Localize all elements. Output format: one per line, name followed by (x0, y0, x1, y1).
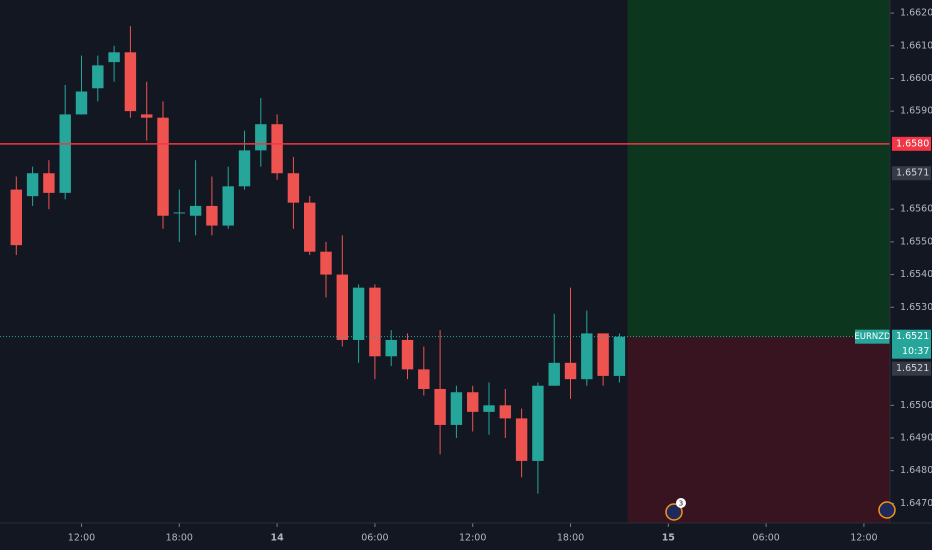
x-tick-label: 12:00 (68, 533, 95, 544)
x-tick-label: 06:00 (361, 533, 388, 544)
candle-body (581, 333, 593, 380)
x-tick-label: 12:00 (850, 533, 877, 544)
candle-body (26, 173, 39, 197)
candle-body (287, 173, 300, 203)
countdown-label: 10:37 (902, 346, 929, 357)
candle-body (434, 388, 446, 425)
candle-body (597, 333, 609, 376)
candle-body (418, 369, 430, 389)
candle-body (255, 124, 267, 151)
loss-zone (627, 336, 890, 523)
y-tick-label: 1.6540 (900, 269, 932, 280)
y-tick-label: 1.6620 (900, 8, 932, 19)
y-tick-label: 1.6550 (900, 236, 932, 247)
event-icon[interactable]: 3 (665, 498, 686, 521)
last-price-box (892, 329, 931, 359)
y-tick-label: 1.6490 (900, 433, 932, 444)
candle-body (157, 117, 169, 216)
candle-body (222, 186, 234, 226)
x-tick-label: 18:00 (166, 533, 193, 544)
marker-label: 1.6571 (896, 168, 929, 179)
event-badge-bg (676, 498, 686, 508)
candle-body (450, 392, 463, 425)
candle-body (10, 189, 23, 246)
y-tick-label: 1.6600 (900, 73, 932, 84)
candle-body (124, 52, 137, 112)
profit-zone (627, 0, 890, 337)
candle-body (59, 114, 71, 193)
x-tick-label: 14 (270, 533, 284, 544)
candle-body (206, 205, 218, 226)
candle-body (108, 52, 120, 63)
y-tick-label: 1.6530 (900, 302, 932, 313)
y-tick-label: 1.6480 (900, 465, 932, 476)
candle-body (75, 91, 88, 115)
candle-body (43, 173, 55, 193)
candle-body (320, 251, 332, 275)
x-tick-label: 18:00 (557, 533, 584, 544)
marker-label: 1.6521 (896, 363, 929, 374)
candle-body (548, 362, 560, 386)
candle-body (613, 336, 626, 376)
candle-body (385, 339, 397, 357)
candle-body (483, 405, 495, 412)
x-tick-label: 15 (662, 533, 675, 544)
candle-body (336, 274, 349, 340)
candle-body (369, 287, 381, 357)
candle-body (532, 385, 544, 461)
y-tick-label: 1.6470 (900, 498, 932, 509)
candle-body (499, 405, 512, 419)
symbol-box (855, 329, 890, 344)
candle-body (304, 202, 316, 252)
event-icon[interactable] (878, 501, 896, 519)
y-tick-label: 1.6500 (900, 400, 932, 411)
last-price-label: 1.6521 (896, 331, 929, 342)
candle-body (515, 418, 528, 461)
candle-body (140, 114, 153, 118)
y-tick-label: 1.6610 (900, 40, 932, 51)
candle-body (189, 205, 202, 216)
symbol-label: EURNZD (854, 332, 891, 342)
candle-body (173, 212, 186, 214)
candle-body (271, 124, 283, 174)
candle-body (352, 287, 365, 340)
event-badge: 3 (679, 500, 683, 508)
price-box-label: 1.6580 (896, 138, 929, 149)
event-circle (665, 503, 683, 521)
event-circle (878, 501, 896, 519)
marker-box (892, 166, 931, 181)
candle-body (238, 150, 251, 187)
marker-box (892, 361, 931, 376)
candle-body (92, 65, 104, 89)
candle-body (564, 362, 577, 380)
price-box (892, 136, 931, 151)
candle-body (467, 392, 479, 412)
y-tick-label: 1.6560 (900, 204, 932, 215)
x-tick-label: 06:00 (752, 533, 779, 544)
x-tick-label: 12:00 (459, 533, 486, 544)
y-tick-label: 1.6590 (900, 106, 932, 117)
candle-body (401, 339, 414, 370)
